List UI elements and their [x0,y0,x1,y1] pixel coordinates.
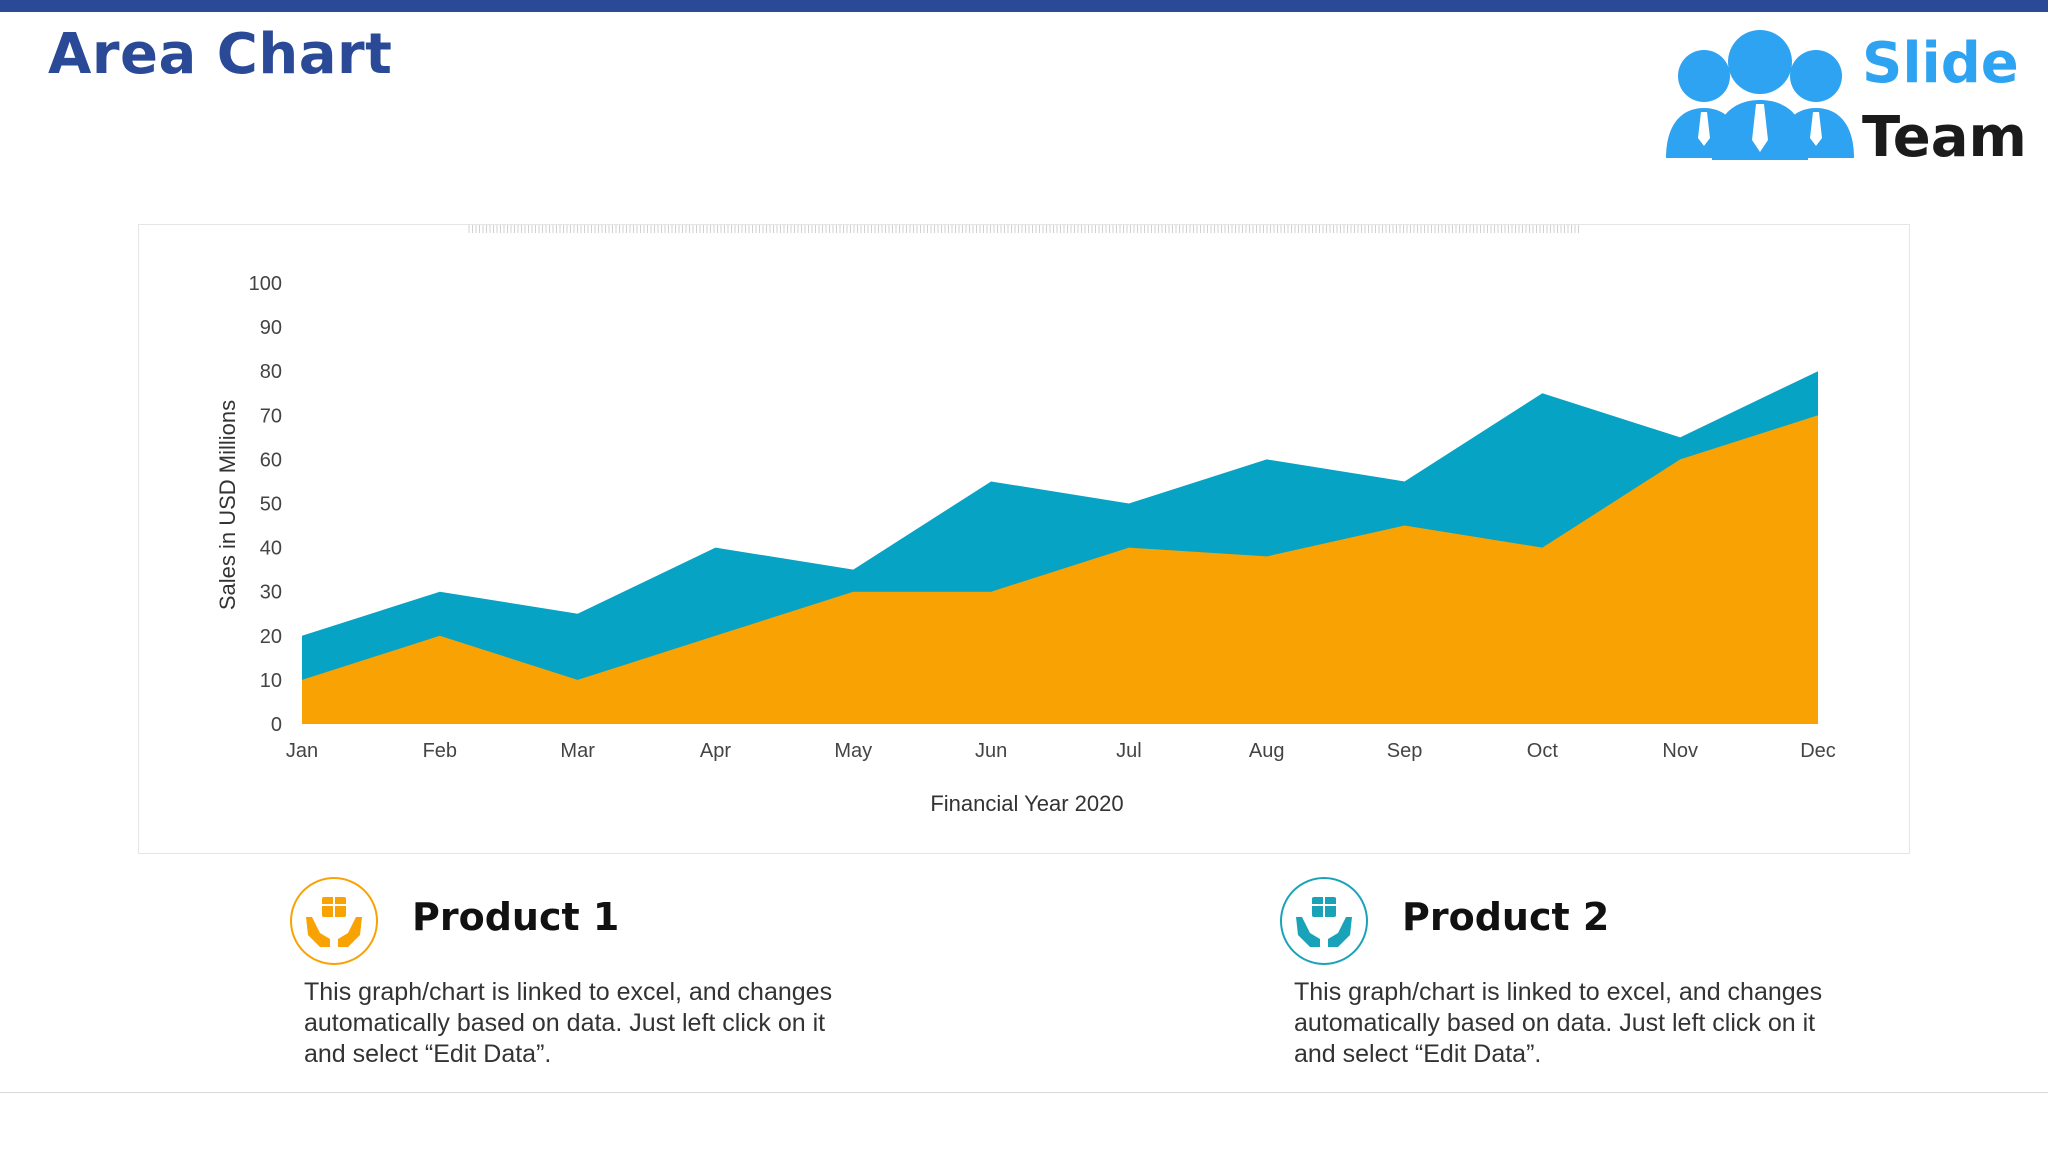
x-tick-label: Sep [1387,740,1423,762]
y-tick-label: 40 [260,538,282,560]
top-accent-bar [0,0,2048,12]
chart-areas [302,371,1818,724]
x-tick-label: Feb [423,740,457,762]
page-title: Area Chart [48,22,393,87]
slideteam-logo: Slide Team [1660,28,2027,168]
y-tick-label: 0 [271,714,282,736]
y-axis-title: Sales in USD Millions [215,400,240,610]
hands-gift-icon [290,877,378,965]
y-tick-label: 30 [260,582,282,604]
product-1-description: This graph/chart is linked to excel, and… [304,978,833,1068]
x-axis-ticks: Jan Feb Mar Apr May Jun Jul Aug Sep Oct Nov Dec [286,740,1836,762]
product-2-description: This graph/chart is linked to excel, and… [1294,978,1823,1068]
people-logo-icon [1666,30,1854,160]
y-axis-ticks: 0 10 20 30 40 50 60 70 80 90 100 [249,273,282,736]
bottom-divider [0,1092,2048,1093]
y-tick-label: 10 [260,670,282,692]
logo-word-slide: Slide [1862,31,2019,96]
chart-panel: 0 10 20 30 40 50 60 70 80 90 100 Jan Feb Mar Apr May Ju… [138,224,1910,854]
y-tick-label: 80 [260,361,282,383]
x-tick-label: Aug [1249,740,1285,762]
y-tick-label: 60 [260,449,282,471]
y-tick-label: 70 [260,405,282,427]
x-tick-label: Dec [1800,740,1836,762]
y-tick-label: 50 [260,494,282,516]
x-tick-label: Jul [1116,740,1142,762]
hands-gift-icon [1280,877,1368,965]
x-tick-label: Apr [700,740,731,762]
chart-top-hatch-decoration [468,225,1579,233]
y-tick-label: 90 [260,317,282,339]
product-2-title: Product 2 [1402,895,1610,939]
x-tick-label: May [834,740,872,762]
x-tick-label: Oct [1527,740,1559,762]
x-axis-title: Financial Year 2020 [930,791,1123,816]
x-tick-label: Nov [1662,740,1698,762]
area-series-2 [302,415,1818,724]
y-tick-label: 20 [260,626,282,648]
x-tick-label: Mar [560,740,595,762]
x-tick-label: Jun [975,740,1007,762]
area-chart: 0 10 20 30 40 50 60 70 80 90 100 Jan Feb Mar Apr May Ju… [215,225,1836,816]
x-tick-label: Jan [286,740,318,762]
y-tick-label: 100 [249,273,282,295]
product-1-title: Product 1 [412,895,620,939]
logo-word-team: Team [1862,105,2027,170]
